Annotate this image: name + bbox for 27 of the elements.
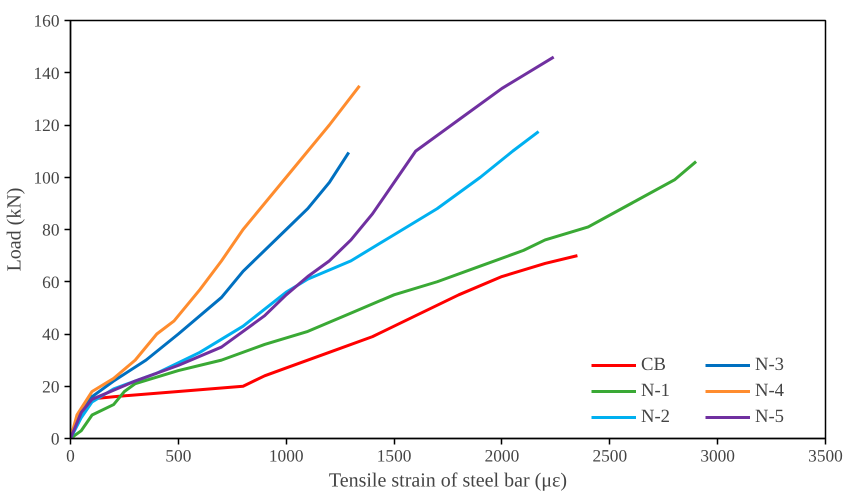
x-tick-label: 3500 — [808, 446, 843, 466]
x-tick-label: 0 — [66, 446, 75, 466]
y-tick-label: 80 — [42, 220, 60, 240]
legend-label: N-5 — [755, 406, 786, 428]
y-tick-label: 20 — [42, 377, 60, 396]
legend-label: N-3 — [755, 354, 786, 376]
x-tick-label: 1000 — [268, 446, 304, 466]
y-axis-title: Load (kN) — [4, 188, 26, 272]
legend-label: N-4 — [755, 380, 786, 402]
y-tick-label: 140 — [34, 64, 60, 83]
x-tick-label: 2500 — [592, 446, 628, 466]
x-axis-title: Tensile strain of steel bar (με) — [328, 470, 568, 492]
y-tick-label: 120 — [34, 116, 60, 135]
legend-label: N-1 — [641, 380, 672, 402]
line-series — [70, 160, 698, 438]
y-tick-label: 0 — [50, 430, 60, 448]
y-tick-label: 40 — [42, 325, 60, 344]
y-tick-label: 60 — [42, 272, 60, 292]
x-tick-label: 500 — [165, 446, 192, 466]
y-tick-label: 160 — [34, 12, 60, 30]
line-series — [70, 56, 556, 438]
x-tick-label: 2000 — [484, 446, 520, 466]
x-tick-label: 3000 — [700, 446, 735, 466]
y-tick-label: 100 — [34, 168, 60, 188]
legend-label: CB — [641, 354, 667, 376]
x-tick-label: 1500 — [376, 446, 412, 466]
legend-label: N-2 — [641, 406, 672, 428]
